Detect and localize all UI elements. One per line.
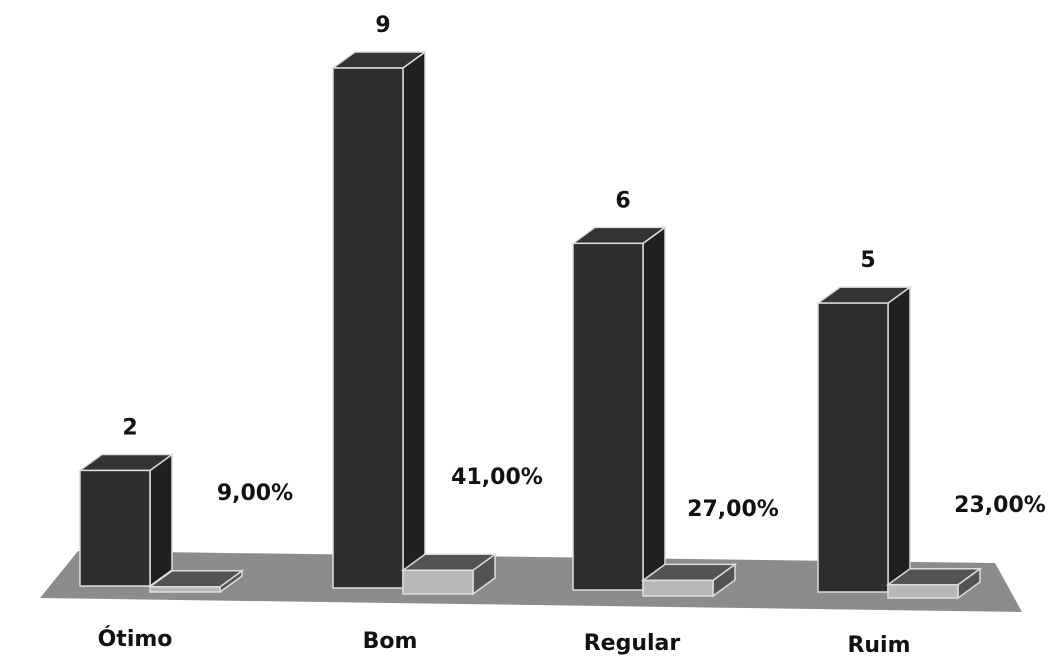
bar [149,586,221,593]
bar-side [149,452,173,588]
x-tick-label: Bom [363,629,418,654]
bar-side [887,285,911,594]
bar [572,242,644,591]
value-label: 27,00% [687,497,779,522]
x-tick-label: Regular [584,631,681,656]
bar [332,67,404,589]
floor [40,551,1022,612]
bar [402,569,474,595]
value-label: 23,00% [954,493,1046,518]
bar-side [402,50,426,590]
value-label: 6 [615,188,630,213]
bar [887,583,959,599]
x-tick-label: Ruim [847,633,910,658]
bar-side [642,225,666,592]
bar [642,579,714,597]
value-label: 9 [375,13,390,38]
value-label: 41,00% [451,465,543,490]
bar [817,302,889,593]
value-label: 9,00% [217,481,293,506]
value-label: 2 [122,415,137,440]
bar [79,469,151,587]
x-tick-label: Ótimo [98,626,173,652]
value-label: 5 [860,248,875,273]
